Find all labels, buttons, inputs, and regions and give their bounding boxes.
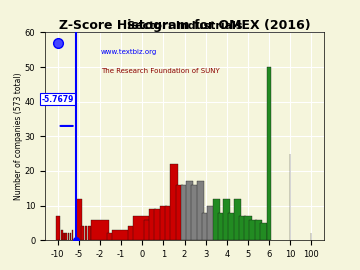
Bar: [176, 185, 183, 240]
Bar: [149, 209, 157, 240]
Title: Z-Score Histogram for OMEX (2016): Z-Score Histogram for OMEX (2016): [59, 19, 310, 32]
Bar: [107, 233, 114, 240]
Bar: [267, 67, 271, 240]
Bar: [170, 164, 177, 240]
Bar: [63, 233, 65, 240]
Bar: [95, 227, 98, 240]
Bar: [160, 206, 167, 240]
Bar: [76, 199, 82, 240]
Y-axis label: Number of companies (573 total): Number of companies (573 total): [14, 73, 23, 200]
Bar: [88, 227, 91, 240]
Bar: [69, 233, 71, 240]
Bar: [218, 212, 225, 240]
Bar: [92, 230, 94, 240]
Bar: [66, 233, 67, 240]
Bar: [197, 181, 204, 240]
Bar: [212, 199, 220, 240]
Text: Sector: Industrials: Sector: Industrials: [127, 21, 242, 31]
Bar: [192, 185, 199, 240]
Bar: [186, 181, 193, 240]
Bar: [223, 199, 230, 240]
Bar: [255, 220, 262, 240]
Bar: [207, 206, 215, 240]
Bar: [128, 227, 135, 240]
Bar: [249, 220, 257, 240]
Bar: [61, 230, 63, 240]
Bar: [85, 227, 87, 240]
Bar: [181, 185, 188, 240]
Text: -5.7679: -5.7679: [41, 95, 74, 104]
Bar: [165, 206, 172, 240]
Bar: [239, 216, 246, 240]
Bar: [56, 216, 60, 240]
Bar: [228, 212, 236, 240]
Bar: [244, 216, 252, 240]
Bar: [91, 220, 109, 240]
Bar: [68, 233, 69, 240]
Bar: [133, 216, 151, 240]
Bar: [154, 209, 162, 240]
Bar: [112, 230, 130, 240]
Bar: [234, 199, 241, 240]
Bar: [144, 220, 151, 240]
Bar: [202, 212, 209, 240]
Text: The Research Foundation of SUNY: The Research Foundation of SUNY: [101, 68, 220, 74]
Text: www.textbiz.org: www.textbiz.org: [101, 49, 157, 55]
Bar: [260, 223, 267, 240]
Bar: [72, 230, 73, 240]
Bar: [81, 227, 84, 240]
